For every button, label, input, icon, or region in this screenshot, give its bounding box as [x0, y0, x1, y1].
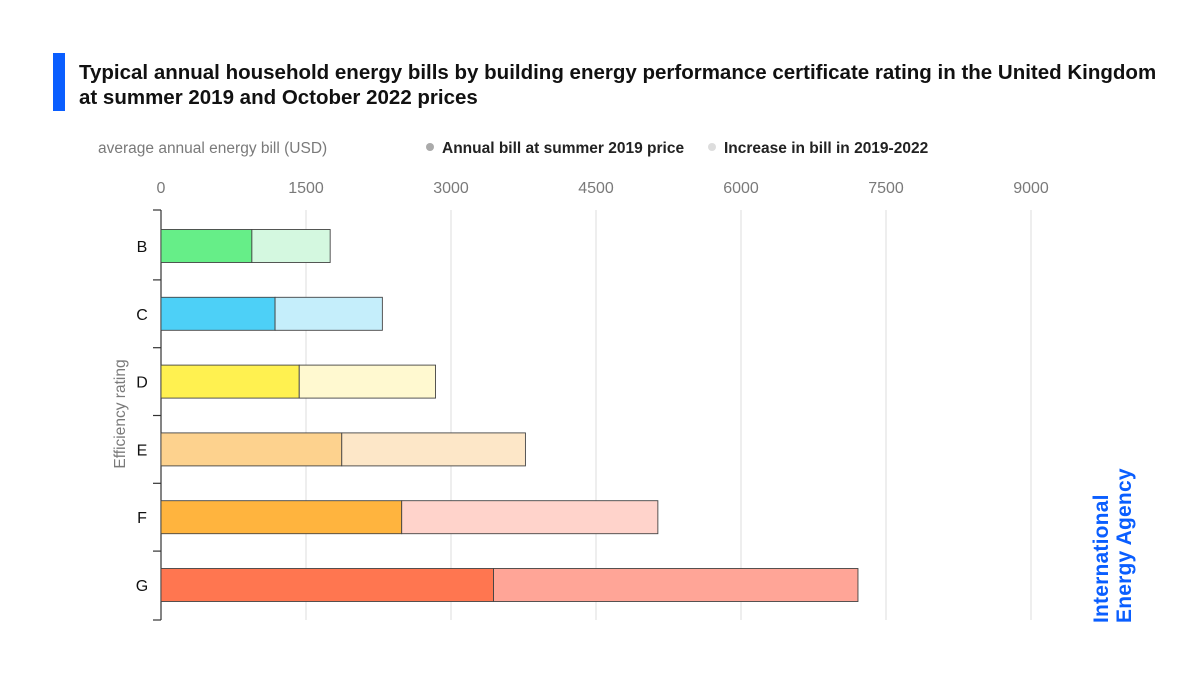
x-tick-label: 1500 [288, 180, 324, 197]
y-tick-label: G [136, 578, 148, 595]
chart-title: Typical annual household energy bills by… [79, 61, 1157, 109]
y-tick-label: F [137, 510, 147, 527]
legend-label-2019: Annual bill at summer 2019 price [442, 140, 685, 157]
iea-logo: International Energy Agency [1090, 468, 1136, 623]
legend-item-increase: Increase in bill in 2019-2022 [708, 140, 928, 158]
x-tick-label: 6000 [723, 180, 759, 197]
y-axis-label: Efficiency rating [112, 359, 129, 468]
x-tick-label: 7500 [868, 180, 904, 197]
bar-2019-C [160, 296, 276, 331]
bar-increase-E [341, 432, 526, 467]
x-tick-label: 3000 [433, 180, 469, 197]
bar-increase-B [251, 229, 331, 263]
y-tick-label: D [136, 375, 148, 392]
bar-increase-G [493, 568, 859, 602]
bar-2019-D [160, 364, 300, 399]
bar-2019-F [160, 500, 403, 535]
y-tick-label: E [137, 442, 148, 459]
legend-label-increase: Increase in bill in 2019-2022 [724, 140, 929, 157]
x-tick-label: 0 [157, 180, 166, 197]
bar-2019-G [160, 568, 494, 602]
logo-line-1: International [1090, 494, 1113, 623]
x-tick-label: 9000 [1013, 180, 1049, 197]
bar-2019-E [160, 432, 343, 467]
bar-increase-D [298, 364, 436, 399]
legend-item-2019: Annual bill at summer 2019 price [426, 140, 684, 158]
bar-increase-C [274, 296, 383, 331]
logo-line-2: Energy Agency [1113, 468, 1136, 623]
y-tick-label: C [136, 307, 148, 324]
legend-dot-2019 [426, 143, 434, 151]
x-axis-label: average annual energy bill (USD) [98, 140, 328, 157]
bar-2019-B [160, 229, 253, 263]
x-tick-label: 4500 [578, 180, 614, 197]
legend-dot-increase [708, 143, 716, 151]
y-tick-label: B [137, 239, 148, 256]
bar-increase-F [401, 500, 659, 535]
title-accent-bar [53, 53, 65, 111]
